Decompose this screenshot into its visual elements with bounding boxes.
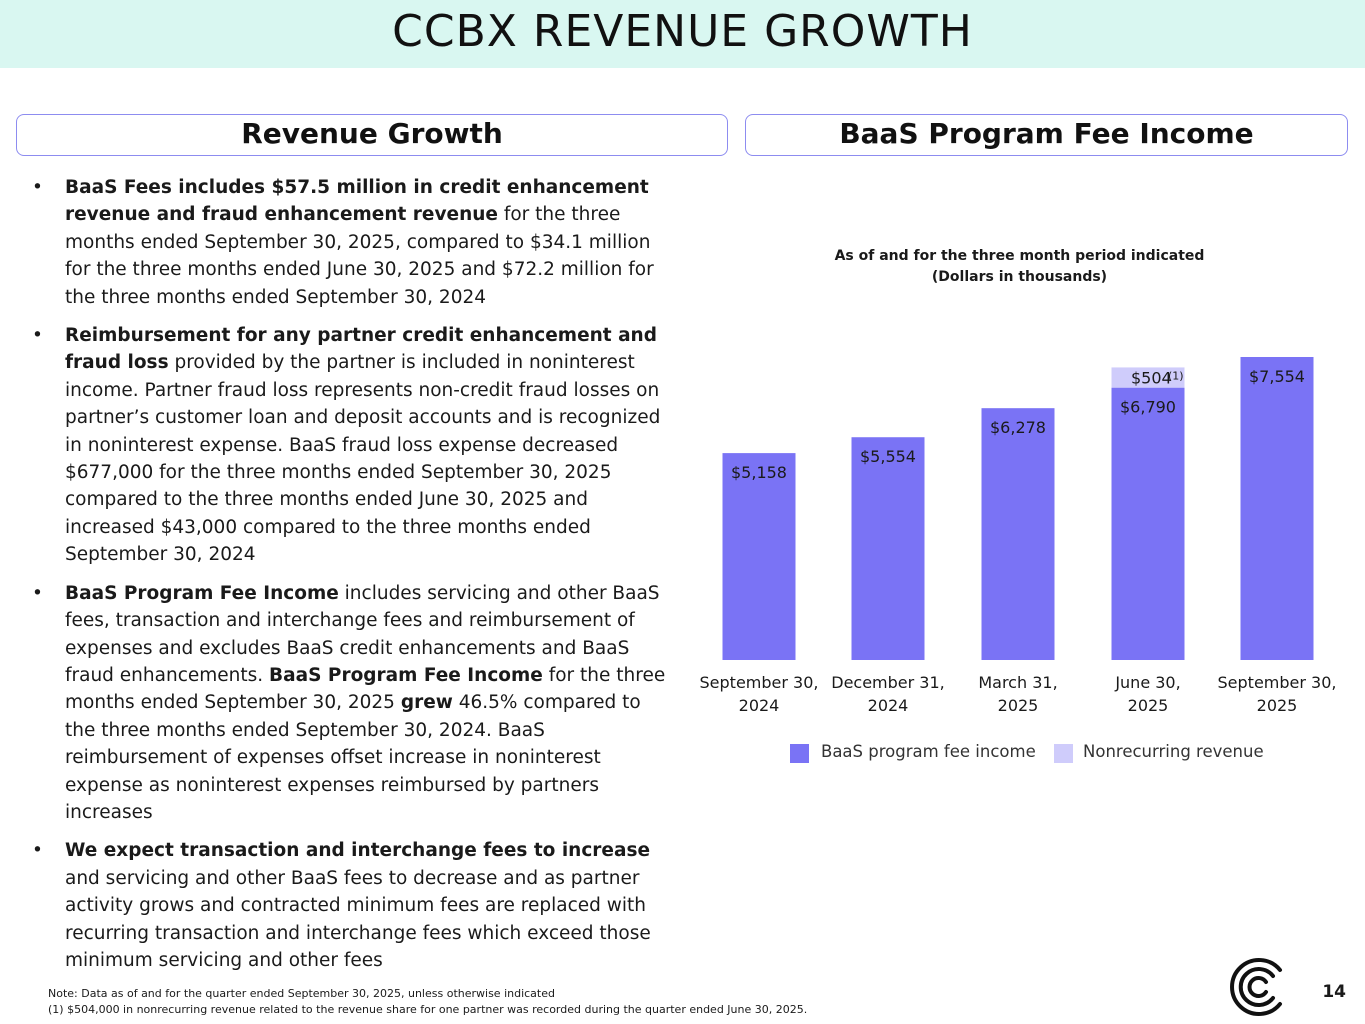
page-title: CCBX REVENUE GROWTH [392,6,973,57]
header-banner: CCBX REVENUE GROWTH [0,0,1365,68]
bullet-bold-text: BaaS Program Fee Income [65,582,339,604]
bullet-marker: • [32,177,43,198]
ccb-logo-icon [1230,958,1282,1016]
bullet-marker: • [32,840,43,862]
legend-swatch-nonrecurring [1054,744,1073,763]
legend-label-nonrecurring: Nonrecurring revenue [1083,742,1264,761]
bullet-text: includes servicing and other BaaS fees, … [65,582,660,686]
x-tick-label: September 30, [1218,673,1337,692]
bar-fee-income [981,408,1055,660]
bullet-marker: • [32,582,43,604]
baas-fee-income-header: BaaS Program Fee Income [745,114,1348,156]
chart-subtitle: (Dollars in thousands) [931,269,1108,285]
bar-value-label: $5,554 [860,447,916,466]
bullet-bold-text: We expect transaction and interchange fe… [65,840,651,862]
bullet-marker: • [32,325,43,347]
bullet-text: 46.5% compared to the three months ended… [65,692,641,823]
bullet-text: and servicing and other BaaS fees to dec… [65,867,651,971]
bar-value-label: $7,554 [1249,367,1305,386]
bullet-item: • BaaS Fees includes $57.5 million in cre… [30,174,670,311]
chart-title: As of and for the three month period ind… [834,248,1205,264]
page-number: 14 [1322,982,1346,1002]
x-tick-label: June 30, [1114,673,1180,692]
bar-value-label: $6,790 [1120,398,1176,417]
bullet-item: • BaaS Program Fee Income includes servic… [30,580,670,827]
bar-nonrecurring [1111,367,1185,388]
bullet-bold-text: grew [400,692,453,714]
bullet-bold-text: BaaS Program Fee Income [269,664,543,686]
note-line: (1) $504,000 in nonrecurring revenue rel… [48,1003,808,1016]
footnote-marker: (1) [1168,369,1184,382]
x-tick-label: 2025 [998,696,1039,715]
bar-fee-income [722,453,796,660]
bar-value-label: $6,278 [990,418,1046,437]
x-tick-label: 2024 [739,696,780,715]
x-tick-label: 2025 [1257,696,1298,715]
bullet-text: for the three months ended September 30,… [65,204,654,308]
bar-value-label: $5,158 [731,463,787,482]
legend-label-fee-income: BaaS program fee income [821,742,1036,761]
bullet-item: • Reimbursement for any partner credit en… [30,322,670,569]
bar-chart: $5,158 September 30, 2024 $5,554 December 31… [700,357,1337,715]
bullet-bold-text: BaaS Fees includes $57.5 million in cred… [65,177,649,226]
note-line: Note: Data as of and for the quarter end… [48,987,555,1000]
x-tick-label: March 31, [978,673,1057,692]
bar-fee-income [851,437,925,660]
bullet-item: • We expect transaction and interchange f… [30,837,670,974]
revenue-growth-header: Revenue Growth [16,114,728,156]
x-tick-label: 2025 [1128,696,1169,715]
x-tick-label: 2024 [868,696,909,715]
bullet-text: for the three months ended September 30,… [65,664,666,714]
bullet-list: • BaaS Fees includes $57.5 million in cre… [30,174,670,985]
bar-fee-income [1240,357,1314,660]
nonrecurring-value-label: $504 [1131,368,1172,387]
bar-fee-income [1111,387,1185,660]
chart-legend: BaaS program fee income Nonrecurring rev… [790,742,1290,764]
x-tick-label: December 31, [831,673,945,692]
footnotes: Note: Data as of and for the quarter end… [48,986,807,1018]
x-tick-label: September 30, [700,673,819,692]
bullet-bold-text: Reimbursement for any partner credit enh… [65,325,657,374]
bullet-text: provided by the partner is included in n… [65,352,661,566]
legend-swatch-fee-income [790,744,809,763]
